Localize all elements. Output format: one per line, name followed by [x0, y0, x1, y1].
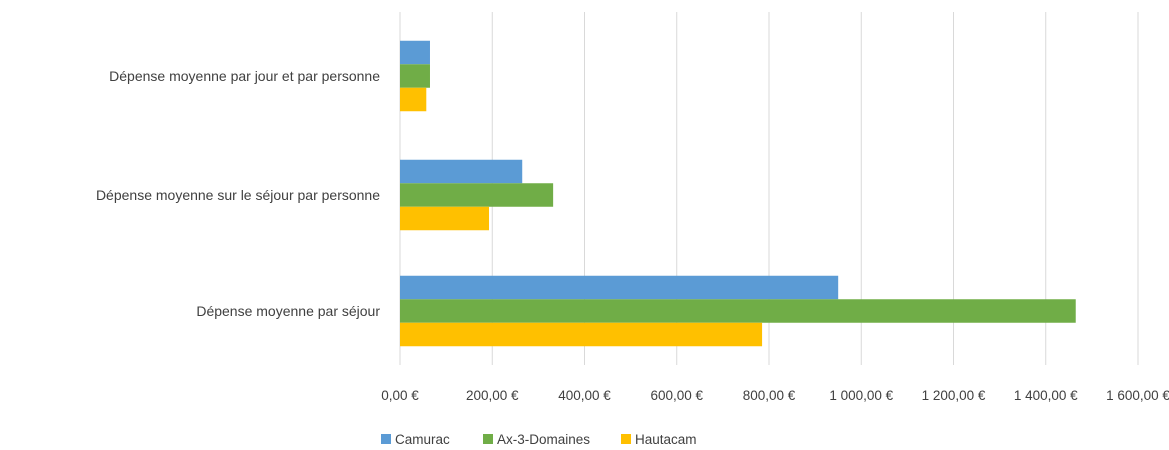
bars: [400, 40, 1076, 347]
x-tick-label: 1 600,00 €: [1106, 388, 1169, 403]
bar-camurac: [400, 275, 839, 300]
x-tick-label: 1 000,00 €: [829, 388, 893, 403]
x-tick-label: 200,00 €: [466, 388, 519, 403]
legend-swatch: [381, 434, 391, 444]
bar-hautacam: [400, 206, 490, 231]
bar-ax-3-domaines: [400, 183, 554, 207]
x-tick-label: 0,00 €: [381, 388, 419, 403]
gridlines: [399, 12, 1139, 365]
bar-hautacam: [400, 87, 427, 112]
category-label: Dépense moyenne par jour et par personne: [109, 68, 380, 84]
bar-ax-3-domaines: [400, 64, 430, 88]
category-label: Dépense moyenne par séjour: [196, 303, 380, 319]
legend-label: Ax-3-Domaines: [497, 432, 590, 447]
category-labels: Dépense moyenne par jour et par personne…: [96, 68, 380, 319]
bar-ax-3-domaines: [400, 299, 1076, 323]
x-tick-label: 1 400,00 €: [1014, 388, 1078, 403]
x-tick-label: 600,00 €: [650, 388, 703, 403]
legend-label: Hautacam: [635, 432, 697, 447]
x-tick-label: 400,00 €: [558, 388, 611, 403]
legend-label: Camurac: [395, 432, 450, 447]
bar-camurac: [400, 40, 430, 65]
bar-hautacam: [400, 322, 763, 347]
bar-camurac: [400, 159, 523, 184]
x-tick-label: 1 200,00 €: [922, 388, 986, 403]
legend-swatch: [621, 434, 631, 444]
x-tick-labels: 0,00 € 200,00 € 400,00 € 600,00 € 800,00 € 1 …: [381, 388, 1169, 403]
x-tick-label: 800,00 €: [743, 388, 796, 403]
category-label: Dépense moyenne sur le séjour par person…: [96, 187, 380, 203]
legend-swatch: [483, 434, 493, 444]
legend: Camurac Ax-3-Domaines Hautacam: [381, 432, 697, 447]
